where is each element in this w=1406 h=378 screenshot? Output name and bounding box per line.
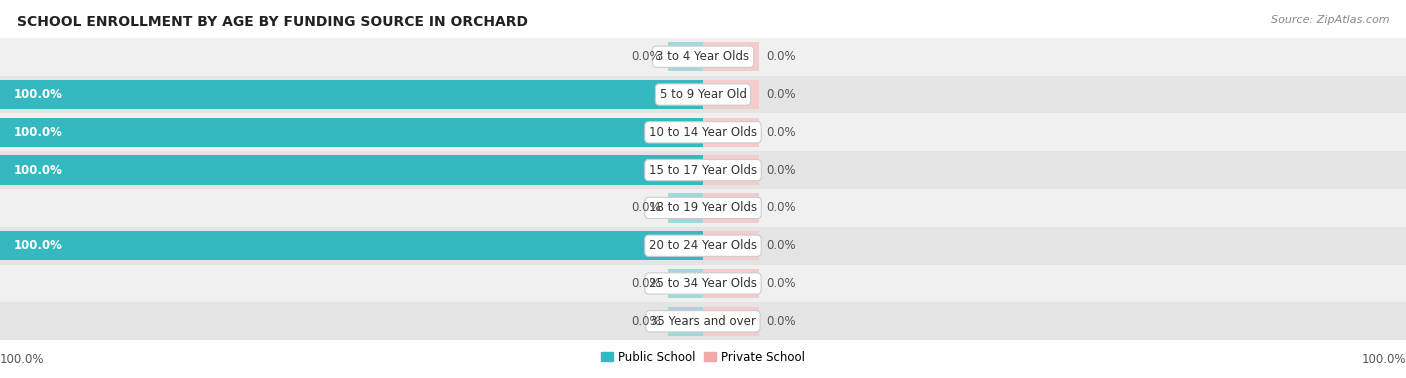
Bar (0, 227, 1406, 265)
Text: 3 to 4 Year Olds: 3 to 4 Year Olds (657, 50, 749, 63)
Text: 35 Years and over: 35 Years and over (650, 315, 756, 328)
Text: 0.0%: 0.0% (766, 50, 796, 63)
Text: 10 to 14 Year Olds: 10 to 14 Year Olds (650, 126, 756, 139)
Bar (0, 265, 1406, 302)
Text: 0.0%: 0.0% (766, 164, 796, 177)
Bar (668, 42, 703, 71)
Bar (0, 113, 1406, 151)
Bar (668, 307, 703, 336)
Text: 18 to 19 Year Olds: 18 to 19 Year Olds (650, 201, 756, 214)
Bar (668, 193, 703, 223)
Text: SCHOOL ENROLLMENT BY AGE BY FUNDING SOURCE IN ORCHARD: SCHOOL ENROLLMENT BY AGE BY FUNDING SOUR… (17, 15, 527, 29)
Text: 0.0%: 0.0% (766, 315, 796, 328)
Text: 15 to 17 Year Olds: 15 to 17 Year Olds (650, 164, 756, 177)
Text: 0.0%: 0.0% (631, 201, 661, 214)
Text: 0.0%: 0.0% (631, 315, 661, 328)
Legend: Public School, Private School: Public School, Private School (596, 346, 810, 368)
Text: Source: ZipAtlas.com: Source: ZipAtlas.com (1271, 15, 1389, 25)
Text: 0.0%: 0.0% (766, 201, 796, 214)
Bar (0, 155, 703, 185)
Bar (703, 42, 759, 71)
Text: 100.0%: 100.0% (14, 164, 63, 177)
Bar (703, 80, 759, 109)
Bar (703, 155, 759, 185)
Bar (0, 302, 1406, 340)
Bar (0, 118, 703, 147)
Text: 0.0%: 0.0% (766, 88, 796, 101)
Text: 100.0%: 100.0% (14, 88, 63, 101)
Text: 100.0%: 100.0% (14, 239, 63, 252)
Bar (703, 193, 759, 223)
Text: 0.0%: 0.0% (766, 126, 796, 139)
Text: 5 to 9 Year Old: 5 to 9 Year Old (659, 88, 747, 101)
Bar (0, 151, 1406, 189)
Bar (703, 307, 759, 336)
Bar (703, 269, 759, 298)
Text: 20 to 24 Year Olds: 20 to 24 Year Olds (650, 239, 756, 252)
Text: 100.0%: 100.0% (1361, 353, 1406, 366)
Bar (0, 231, 703, 260)
Text: 0.0%: 0.0% (766, 277, 796, 290)
Text: 0.0%: 0.0% (766, 239, 796, 252)
Bar (668, 269, 703, 298)
Bar (0, 189, 1406, 227)
Text: 100.0%: 100.0% (14, 126, 63, 139)
Text: 100.0%: 100.0% (0, 353, 45, 366)
Text: 0.0%: 0.0% (631, 50, 661, 63)
Text: 0.0%: 0.0% (631, 277, 661, 290)
Bar (0, 76, 1406, 113)
Text: 25 to 34 Year Olds: 25 to 34 Year Olds (650, 277, 756, 290)
Bar (0, 80, 703, 109)
Bar (703, 118, 759, 147)
Bar (0, 38, 1406, 76)
Bar (703, 231, 759, 260)
